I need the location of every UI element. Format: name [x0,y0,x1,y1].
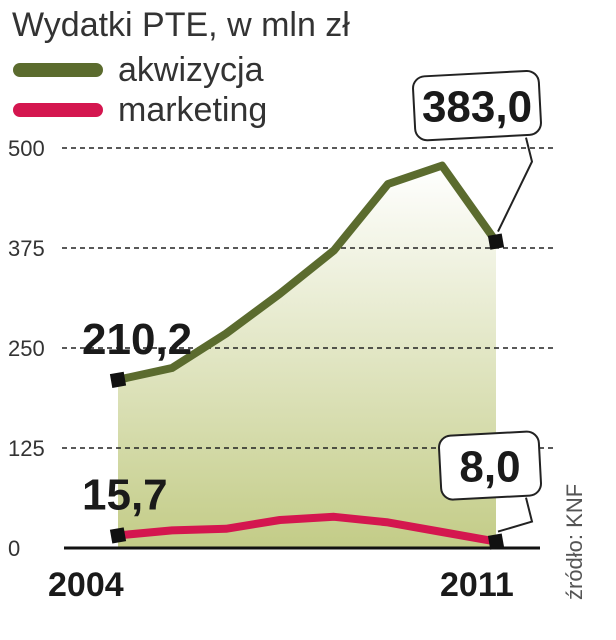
data-label-box-1 [412,69,542,142]
data-label-leader-3 [497,497,534,533]
chart-title: Wydatki PTE, w mln zł [12,6,350,44]
series-line-akwizycja [114,161,500,384]
y-axis-ticks: 0 125 250 375 500 [8,136,45,561]
data-label-leader-1 [497,137,534,233]
y-tick-label-375: 375 [8,236,45,261]
legend: akwizycja marketing [13,51,267,129]
legend-label-marketing: marketing [118,91,267,129]
data-label-callout-1: 383,0 [412,69,542,233]
endpoint-markers [109,233,505,550]
x-tick-label-end: 2011 [440,566,514,604]
marker-0 [109,371,127,388]
series-line-marketing [114,512,500,546]
data-label-0: 210,2 [82,315,192,364]
grid [62,147,556,449]
marker-3 [487,533,505,550]
data-labels: 210,2 383,0 15,7 8,0 [82,69,542,533]
data-label-2: 15,7 [82,470,168,519]
data-label-3: 8,0 [459,443,520,492]
x-tick-label-start: 2004 [48,566,124,604]
y-tick-label-125: 125 [8,436,45,461]
marker-2 [109,527,127,544]
data-label-1: 383,0 [422,83,532,132]
source-note: źródło: KNF [562,484,587,600]
legend-label-akwizycja: akwizycja [118,51,264,89]
y-tick-label-0: 0 [8,536,20,561]
data-label-box-3 [438,430,542,501]
akwizycja-area [118,165,496,548]
marker-1 [487,233,505,250]
y-tick-label-500: 500 [8,136,45,161]
y-tick-label-250: 250 [8,336,45,361]
data-label-callout-3: 8,0 [438,430,542,533]
